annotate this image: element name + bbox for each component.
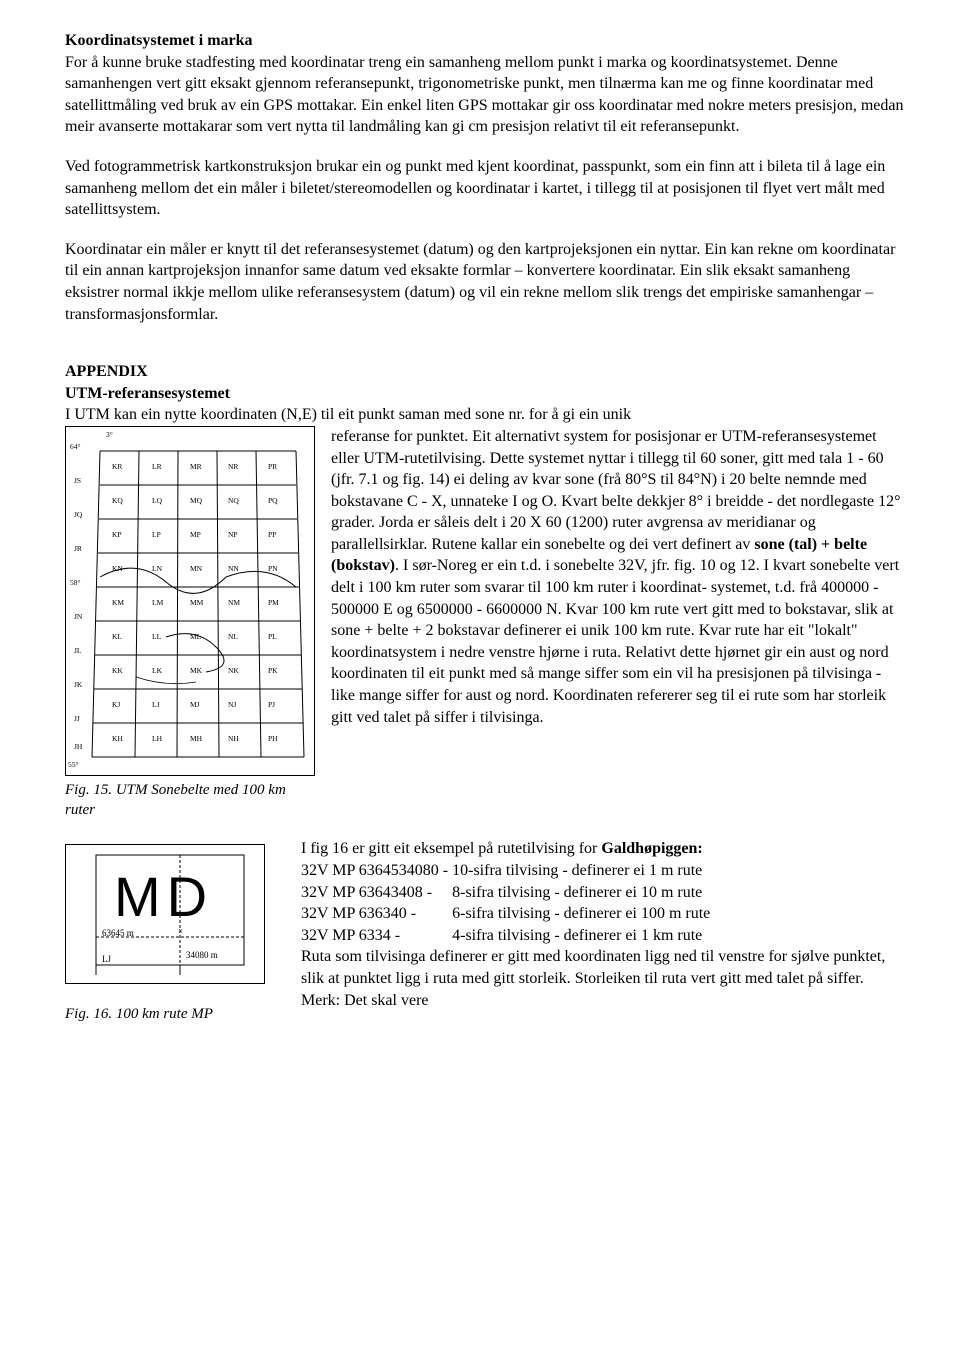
grid-cell: LK [152,667,162,675]
grid-cell: MH [190,735,202,743]
grid-cell: NH [228,735,239,743]
example-row: 32V MP 6334 - 4-sifra tilvising - define… [301,927,702,944]
appendix-body: referanse for punktet. Eit alternativt s… [331,426,905,728]
grid-cell: MN [190,565,202,573]
grid-cell: NN [228,565,239,573]
grid-left-label: JH [74,743,82,751]
grid-top-label: 3° [106,431,113,439]
grid-cell: LQ [152,497,162,505]
example-row: 32V MP 63643408 - 8-sifra tilvising - de… [301,884,702,901]
fig16-label: LJ [102,953,111,965]
paragraph: For å kunne bruke stadfesting med koordi… [65,52,905,138]
appendix-subtitle: UTM-referansesystemet [65,383,905,405]
grid-cell: KP [112,531,122,539]
grid-cell: NQ [228,497,239,505]
grid-cell: KN [112,565,123,573]
grid-cell: LL [152,633,161,641]
grid-cell: PH [268,735,278,743]
grid-cell: LN [152,565,162,573]
example-block: I fig 16 er gitt eit eksempel på rutetil… [301,838,905,1011]
grid-cell: NR [228,463,238,471]
fig16-coord: 34080 m [186,949,218,961]
example-tail: Ruta som tilvisinga definerer er gitt me… [301,948,885,1008]
appendix-intro: I UTM kan ein nytte koordinaten (N,E) ti… [65,404,905,426]
grid-left-label: JN [74,613,82,621]
paragraph: Ved fotogrammetrisk kartkonstruksjon bru… [65,156,905,221]
grid-left-label: JL [74,647,82,655]
grid-cell: KR [112,463,122,471]
grid-cell: PR [268,463,277,471]
grid-cell: KQ [112,497,123,505]
grid-cell: LP [152,531,161,539]
grid-cell: LR [152,463,162,471]
grid-cell: KJ [112,701,120,709]
example-row: 32V MP 636340 - 6-sifra tilvising - defi… [301,905,710,922]
grid-cell: PN [268,565,278,573]
grid-cell: MK [190,667,202,675]
grid-cell: NM [228,599,240,607]
grid-cell: KH [112,735,123,743]
grid-left-label: JK [74,681,82,689]
grid-left-label: JR [74,545,82,553]
grid-left-label: JJ [74,715,80,723]
grid-cell: KM [112,599,124,607]
grid-cell: ML [190,633,201,641]
appendix-title: APPENDIX [65,361,905,383]
example-intro: I fig 16 er gitt eit eksempel på rutetil… [301,840,601,857]
grid-cell: MR [190,463,202,471]
grid-cell: NP [228,531,238,539]
grid-cell: LH [152,735,162,743]
grid-cell: NJ [228,701,236,709]
grid-cell: PQ [268,497,278,505]
grid-left-label: JS [74,477,81,485]
example-bold: Galdhøpiggen: [601,840,702,857]
grid-cell: MJ [190,701,200,709]
grid-left-label: 64° [70,443,81,451]
grid-cell: NK [228,667,239,675]
grid-cell: LM [152,599,163,607]
grid-left-label: 58° [70,579,81,587]
fig16-letters: MD [114,859,213,935]
figure-15-caption: Fig. 15. UTM Sonebelte med 100 km ruter [65,780,315,821]
grid-cell: MM [190,599,203,607]
figure-16: MD 63645 m 34080 m LJ × [65,844,265,984]
fig16-coord: 63645 m [102,927,134,939]
grid-left-label: 55° [68,761,79,769]
grid-cell: PK [268,667,278,675]
grid-cell: PJ [268,701,275,709]
example-row: 32V MP 6364534080 - 10-sifra tilvising -… [301,862,702,879]
section-heading: Koordinatsystemet i marka [65,30,905,52]
grid-cell: KK [112,667,123,675]
grid-cell: MQ [190,497,202,505]
grid-cell: KL [112,633,122,641]
paragraph: Koordinatar ein måler er knytt til det r… [65,239,905,325]
grid-cell: PL [268,633,277,641]
figure-15: 64° JS JQ JR 58° JN JL JK JJ JH 55° 3° K… [65,426,315,776]
grid-cell: PM [268,599,279,607]
grid-left-label: JQ [74,511,82,519]
body-text: referanse for punktet. Eit alternativt s… [331,428,901,553]
grid-cell: MP [190,531,201,539]
grid-cell: LJ [152,701,160,709]
grid-cell: PP [268,531,276,539]
figure-16-caption: Fig. 16. 100 km rute MP [65,1004,275,1024]
body-text: . I sør-Noreg er ein t.d. i sonebelte 32… [331,557,899,725]
grid-cell: NL [228,633,238,641]
